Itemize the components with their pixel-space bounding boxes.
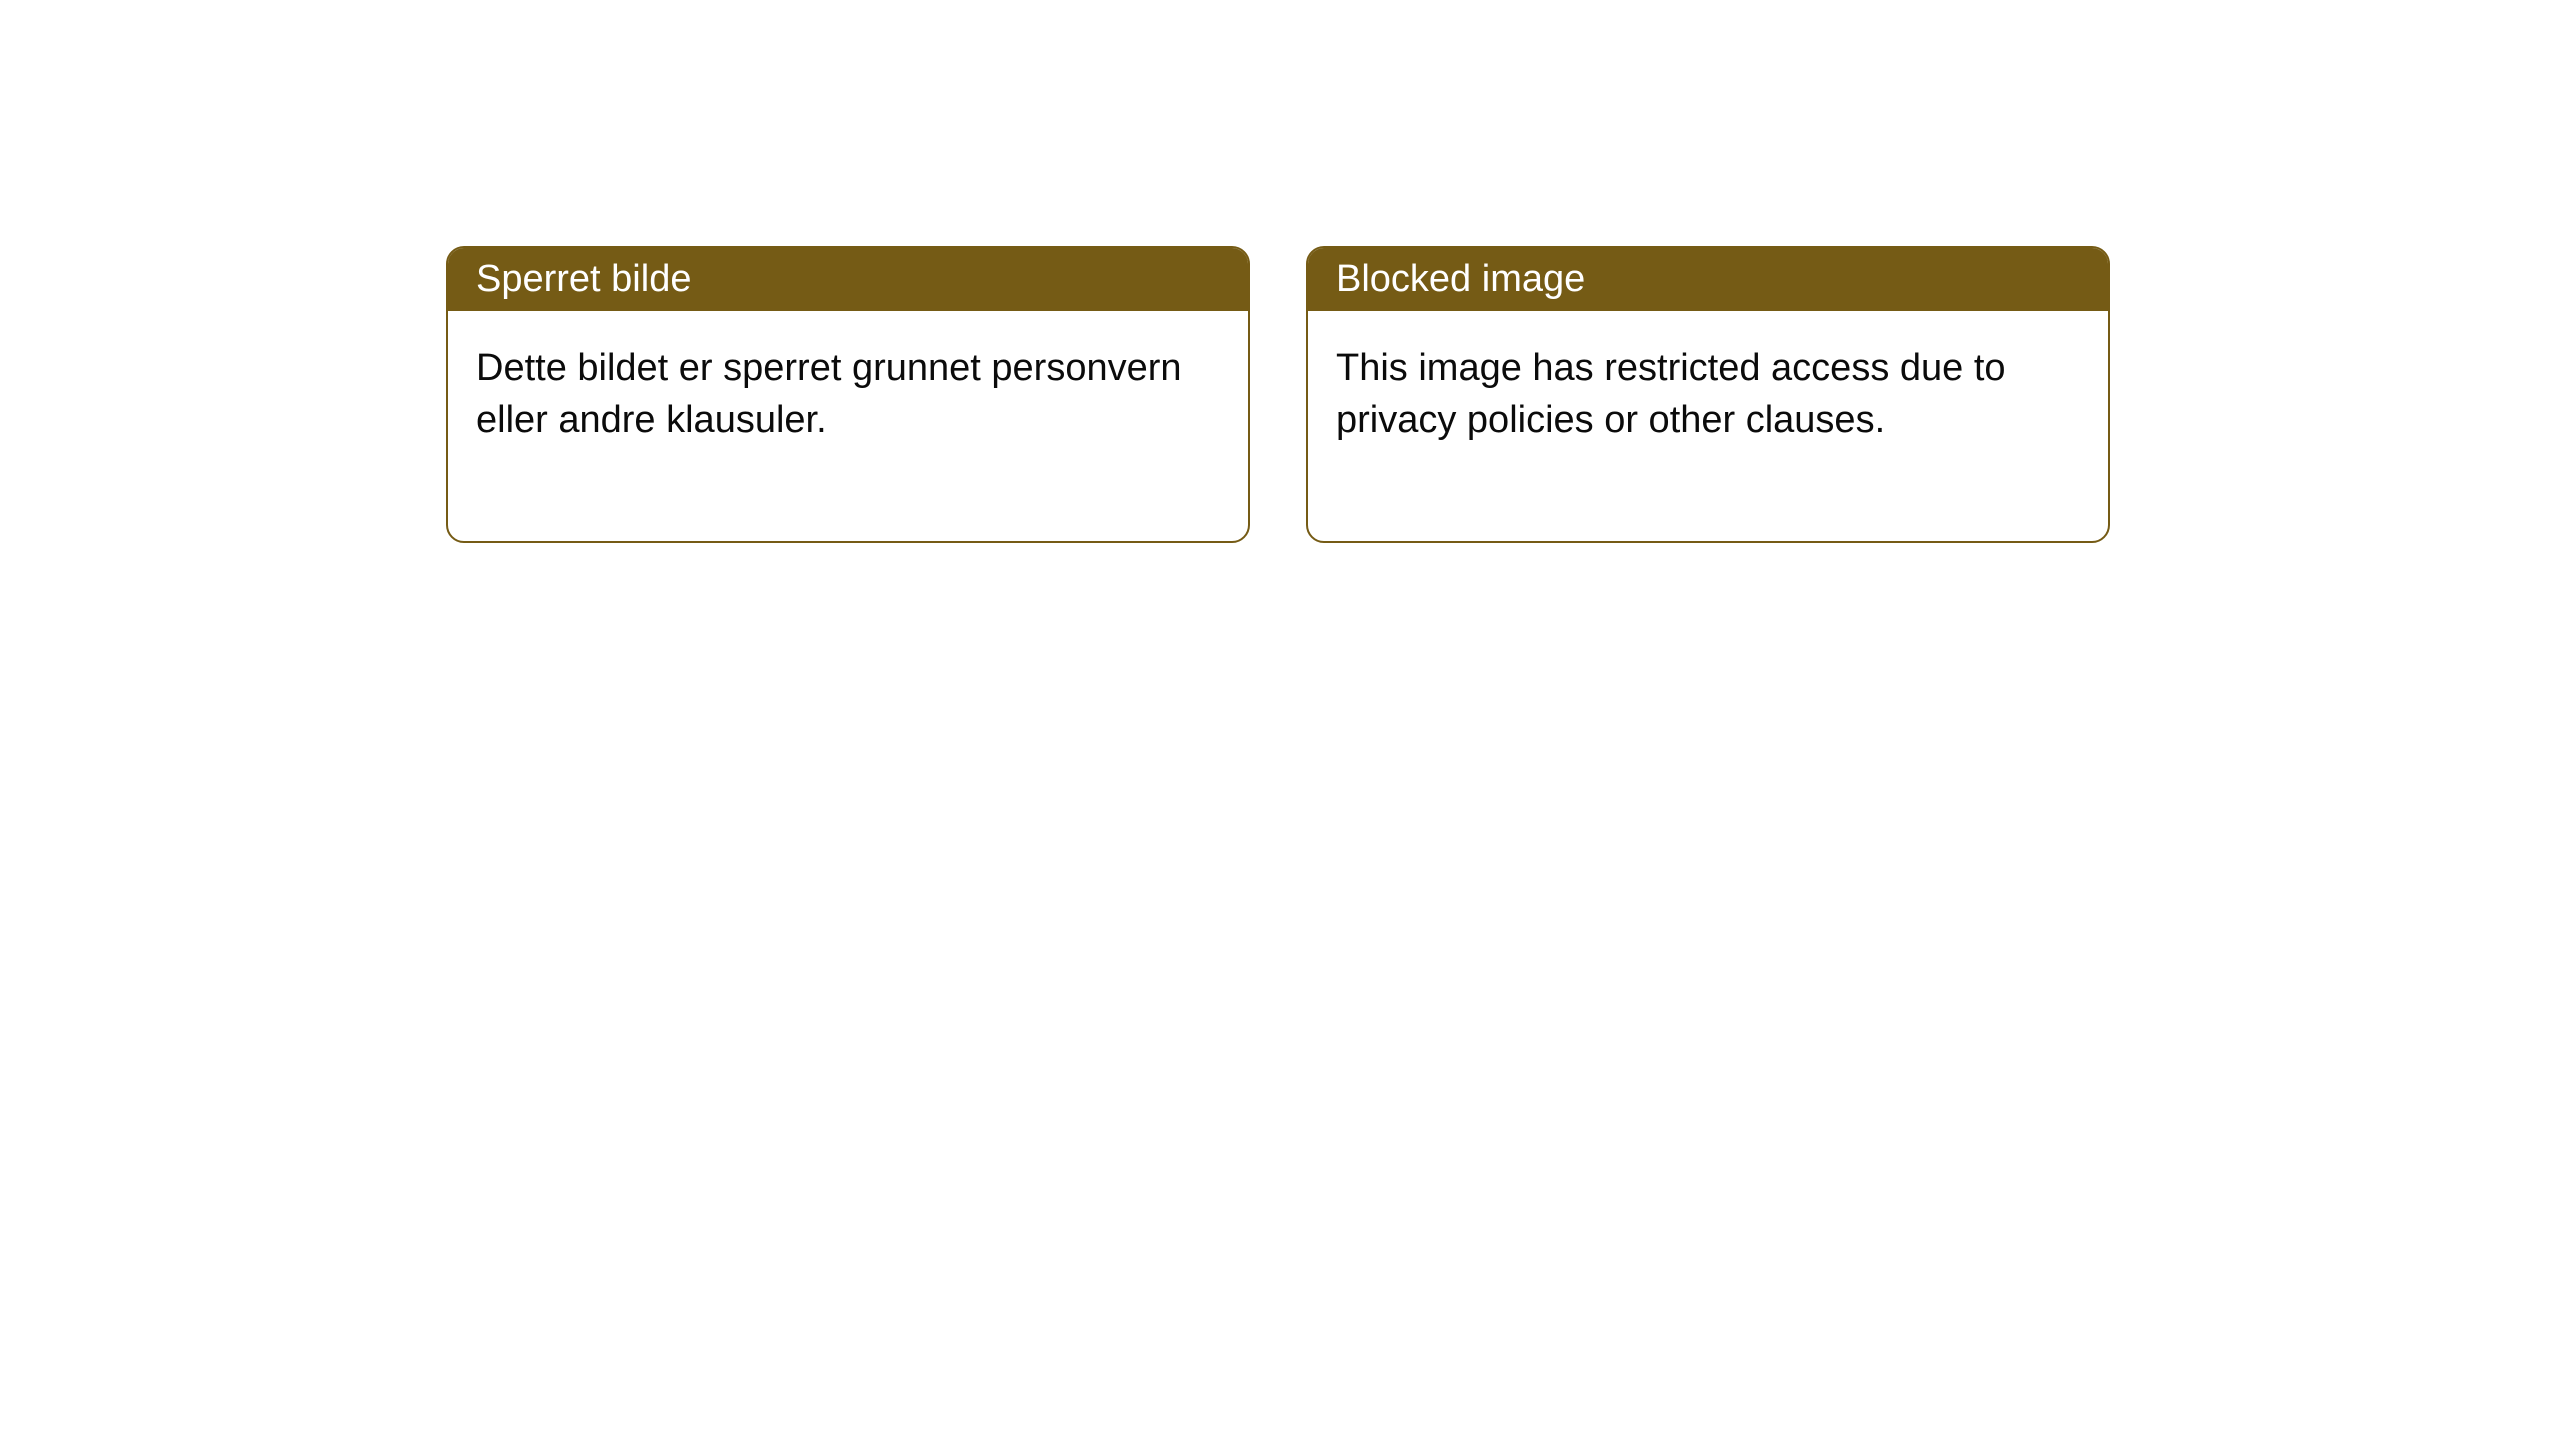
notice-title-norwegian: Sperret bilde: [448, 248, 1248, 311]
notice-body-norwegian: Dette bildet er sperret grunnet personve…: [448, 311, 1248, 541]
notice-card-english: Blocked image This image has restricted …: [1306, 246, 2110, 543]
notice-container: Sperret bilde Dette bildet er sperret gr…: [0, 0, 2560, 543]
notice-body-english: This image has restricted access due to …: [1308, 311, 2108, 541]
notice-title-english: Blocked image: [1308, 248, 2108, 311]
notice-card-norwegian: Sperret bilde Dette bildet er sperret gr…: [446, 246, 1250, 543]
